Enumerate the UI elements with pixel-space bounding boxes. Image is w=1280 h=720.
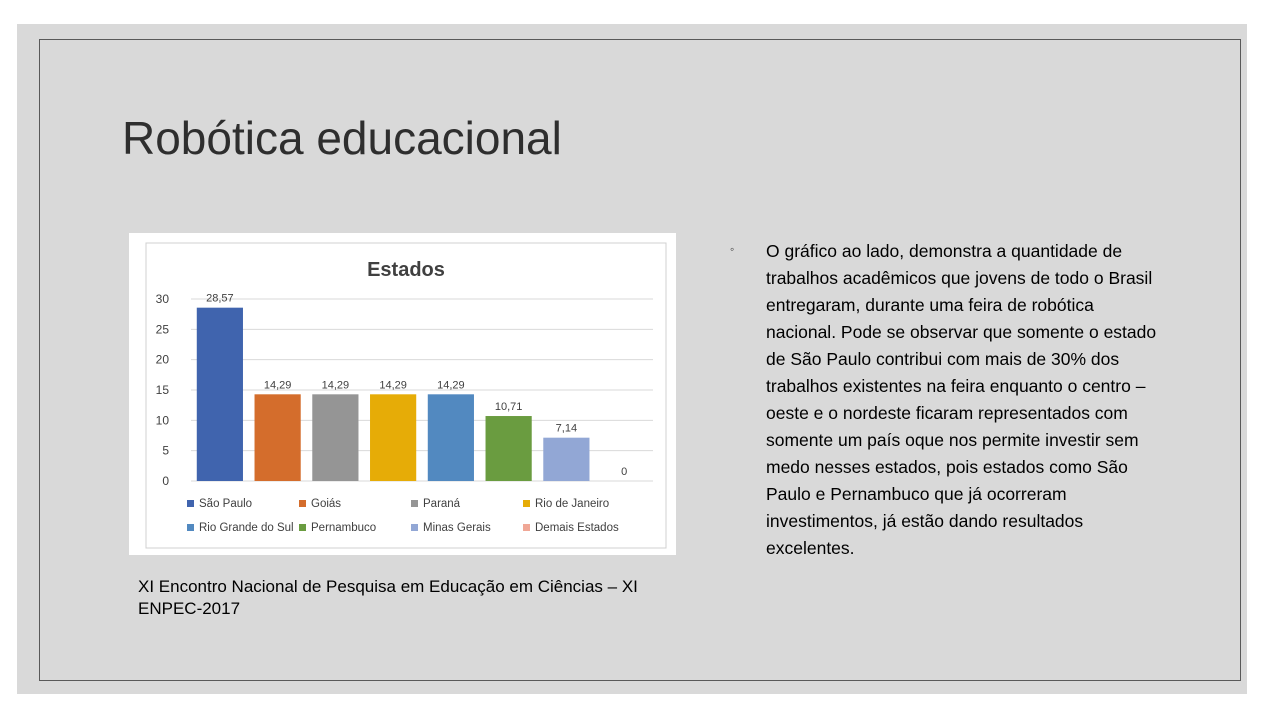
data-label: 14,29 bbox=[264, 379, 292, 391]
legend-swatch bbox=[299, 500, 306, 507]
legend-swatch bbox=[411, 500, 418, 507]
y-tick-label: 25 bbox=[156, 322, 170, 336]
chart-svg: Estados 0 5 10 15 20 25 30 28,57 14,29 14,29 14,29 1… bbox=[145, 242, 667, 549]
y-tick-label: 20 bbox=[156, 353, 170, 367]
y-tick-label: 10 bbox=[156, 413, 170, 427]
data-label: 14,29 bbox=[379, 379, 407, 391]
data-label: 28,57 bbox=[206, 293, 234, 305]
legend-label: Demais Estados bbox=[535, 522, 619, 534]
source-caption: XI Encontro Nacional de Pesquisa em Educ… bbox=[138, 577, 638, 618]
y-tick-label: 5 bbox=[162, 444, 169, 458]
legend-label: Goiás bbox=[311, 498, 341, 510]
data-label: 10,71 bbox=[495, 401, 523, 413]
legend-label: Pernambuco bbox=[311, 522, 376, 534]
legend-swatch bbox=[187, 500, 194, 507]
bullet-marker: ◦ bbox=[730, 242, 735, 256]
y-tick-label: 0 bbox=[162, 474, 169, 488]
chart-title: Estados bbox=[367, 259, 445, 281]
legend-label: Rio Grande do Sul bbox=[199, 522, 294, 534]
bar bbox=[370, 394, 417, 481]
legend-label: Paraná bbox=[423, 498, 461, 510]
bar bbox=[312, 394, 359, 481]
y-tick-label: 15 bbox=[156, 383, 170, 397]
data-label: 14,29 bbox=[322, 379, 350, 391]
bar bbox=[196, 307, 243, 481]
legend-swatch bbox=[299, 524, 306, 531]
bar bbox=[543, 437, 590, 481]
bar bbox=[485, 416, 532, 481]
bar bbox=[254, 394, 301, 481]
slide-frame bbox=[39, 39, 1241, 681]
data-label: 7,14 bbox=[556, 423, 577, 435]
legend-label: Rio de Janeiro bbox=[535, 498, 609, 510]
legend-swatch bbox=[187, 524, 194, 531]
bar-chart: Estados 0 5 10 15 20 25 30 28,57 14,29 14,29 14,29 1… bbox=[129, 233, 676, 555]
legend-swatch bbox=[523, 500, 530, 507]
legend-swatch bbox=[411, 524, 418, 531]
y-tick-label: 30 bbox=[156, 292, 170, 306]
bar bbox=[427, 394, 474, 481]
data-label: 0 bbox=[621, 466, 627, 478]
legend-label: Minas Gerais bbox=[423, 522, 491, 534]
legend-swatch bbox=[523, 524, 530, 531]
data-label: 14,29 bbox=[437, 379, 465, 391]
legend-label: São Paulo bbox=[199, 498, 252, 510]
bullet-paragraph: O gráfico ao lado, demonstra a quantidad… bbox=[766, 241, 1157, 558]
slide-title: Robótica educacional bbox=[122, 112, 562, 164]
